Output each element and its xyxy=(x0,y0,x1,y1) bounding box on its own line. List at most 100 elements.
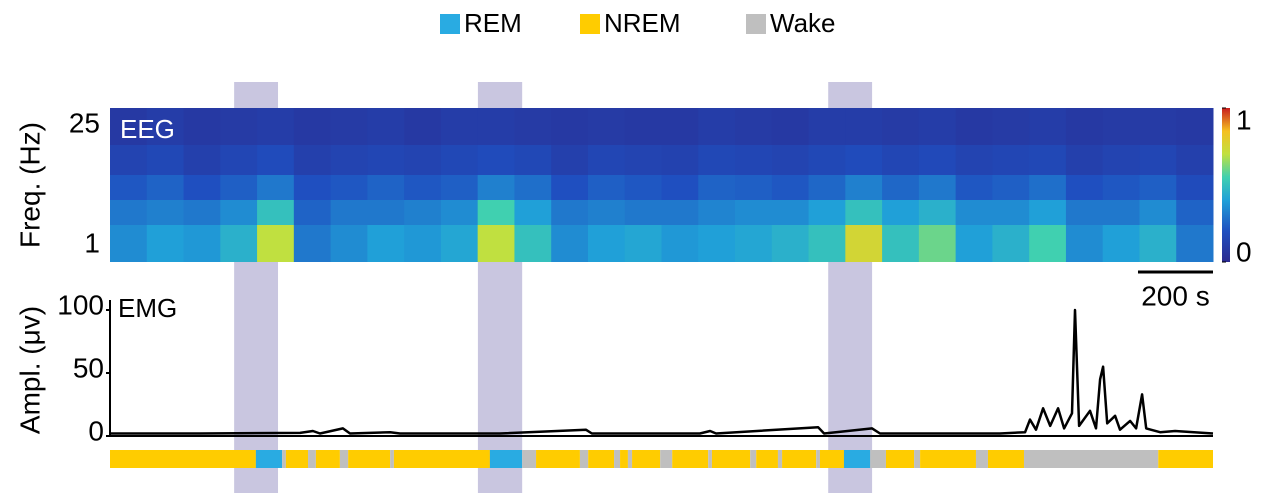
spectrogram-cell xyxy=(882,145,920,175)
hypnogram-segment xyxy=(614,450,621,468)
spectrogram-cell xyxy=(1102,145,1140,175)
spectrogram-cell xyxy=(735,175,773,200)
spectrogram-cell xyxy=(440,175,479,200)
spectrogram-cell xyxy=(1102,225,1140,262)
spectrogram-cell xyxy=(257,175,295,200)
hypnogram-segment xyxy=(282,450,286,468)
spectrogram-cell xyxy=(918,175,957,200)
hypnogram-segment xyxy=(660,450,673,468)
spectrogram-cell xyxy=(1176,175,1214,200)
spectrogram-cell xyxy=(955,145,993,175)
y-tick-label: 25 xyxy=(69,107,100,138)
spectrogram-cell xyxy=(845,225,883,262)
spectrogram-cell xyxy=(367,225,405,262)
spectrogram-cell xyxy=(735,225,773,262)
spectrogram-cell xyxy=(146,145,185,175)
spectrogram-cell xyxy=(440,200,479,225)
spectrogram-cell xyxy=(551,200,589,225)
spectrogram-cell xyxy=(771,145,810,175)
spectrogram-cell xyxy=(146,175,185,200)
spectrogram-cell xyxy=(220,175,258,200)
spectrogram-cell xyxy=(257,145,295,175)
spectrogram-cell xyxy=(771,175,810,200)
spectrogram-cell xyxy=(293,200,332,225)
hypnogram-segment xyxy=(632,450,661,468)
hypnogram-segment xyxy=(987,450,1024,468)
scale-bar-label: 200 s xyxy=(1141,280,1210,311)
spectrogram-cell xyxy=(808,200,846,225)
spectrogram-cell xyxy=(220,145,258,175)
legend-swatch xyxy=(440,14,460,34)
spectrogram-cell xyxy=(992,108,1030,145)
emg-label: EMG xyxy=(118,293,177,323)
spectrogram-cell xyxy=(146,108,185,145)
hypnogram-segment xyxy=(489,450,523,468)
spectrogram-cell xyxy=(514,145,552,175)
spectrogram-cell xyxy=(477,225,515,262)
spectrogram-cell xyxy=(293,145,332,175)
spectrogram-cell xyxy=(808,175,846,200)
hypnogram-segment xyxy=(536,450,580,468)
spectrogram-cell xyxy=(367,175,405,200)
spectrogram-cell xyxy=(367,108,405,145)
spectrogram-cell xyxy=(661,200,699,225)
spectrogram-cell xyxy=(110,108,148,145)
spectrogram-cell xyxy=(404,225,442,262)
spectrogram-cell xyxy=(1139,175,1177,200)
spectrogram-cell xyxy=(551,108,589,145)
hypnogram-segment xyxy=(975,450,988,468)
legend-label: NREM xyxy=(604,8,681,38)
hypnogram-segment xyxy=(255,450,283,468)
spectrogram-cell xyxy=(1139,200,1177,225)
spectrogram-cell xyxy=(330,145,368,175)
spectrogram-cell xyxy=(183,145,221,175)
spectrogram-cell xyxy=(992,175,1030,200)
spectrogram-cell xyxy=(110,175,148,200)
spectrogram-cell xyxy=(477,200,515,225)
spectrogram-cell xyxy=(404,145,442,175)
spectrogram-cell xyxy=(1065,175,1104,200)
spectrogram-cell xyxy=(404,200,442,225)
spectrogram-cell xyxy=(404,175,442,200)
spectrogram-cell xyxy=(587,108,626,145)
spectrogram-cell xyxy=(661,175,699,200)
spectrogram-cell xyxy=(955,200,993,225)
spectrogram-cell xyxy=(992,225,1030,262)
spectrogram-cell xyxy=(771,200,810,225)
spectrogram-cell xyxy=(955,108,993,145)
spectrogram-cell xyxy=(624,108,662,145)
spectrogram-cell xyxy=(1065,145,1104,175)
spectrogram-cell xyxy=(1029,225,1067,262)
spectrogram-cell xyxy=(183,200,221,225)
spectrogram-cell xyxy=(918,225,957,262)
hypnogram-segment xyxy=(750,450,757,468)
hypnogram-segment xyxy=(711,450,751,468)
spectrogram-cell xyxy=(587,175,626,200)
y-tick-label: 100 xyxy=(57,289,104,320)
hypnogram-segment xyxy=(620,450,628,468)
spectrogram-cell xyxy=(992,145,1030,175)
spectrogram-cell xyxy=(882,175,920,200)
spectrogram-cell xyxy=(735,200,773,225)
hypnogram-segment xyxy=(1158,450,1213,468)
spectrogram-cell xyxy=(220,200,258,225)
hypnogram-segment xyxy=(920,450,976,468)
y-tick-label: 1 xyxy=(84,227,100,258)
spectrogram-cell xyxy=(1102,175,1140,200)
spectrogram-cell xyxy=(220,225,258,262)
hypnogram-segment xyxy=(756,450,778,468)
spectrogram-cell xyxy=(330,108,368,145)
spectrogram-cell xyxy=(514,225,552,262)
spectrogram-cell xyxy=(330,225,368,262)
spectrogram-cell xyxy=(845,175,883,200)
spectrogram-cell xyxy=(661,108,699,145)
spectrogram-cell xyxy=(698,175,736,200)
spectrogram-cell xyxy=(624,175,662,200)
spectrogram-cell xyxy=(257,225,295,262)
spectrogram-cell xyxy=(587,225,626,262)
hypnogram-segment xyxy=(708,450,712,468)
spectrogram-cell xyxy=(257,200,295,225)
spectrogram-cell xyxy=(698,200,736,225)
